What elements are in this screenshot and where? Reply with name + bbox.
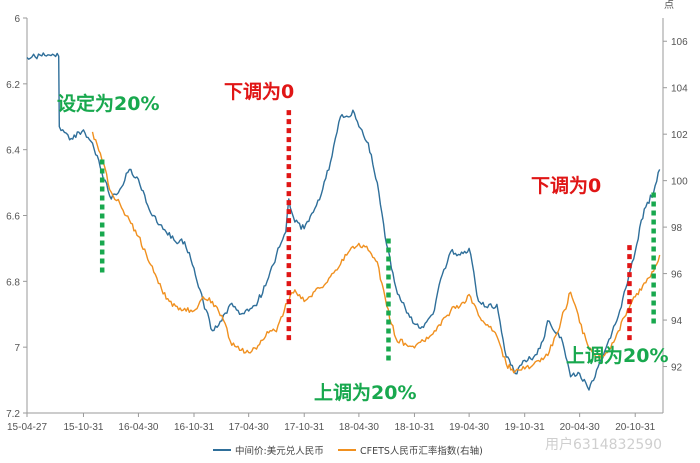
- x-tick-label: 16-04-30: [118, 422, 158, 433]
- x-tick-label: 20-04-30: [560, 422, 600, 433]
- left-tick-label: 7.2: [6, 409, 20, 420]
- right-tick-label: 98: [671, 223, 683, 234]
- annotation-cut-0-first: 下调为0: [224, 80, 294, 103]
- annotations: 设定为20% 下调为0 上调为20% 下调为0 上调为20%: [57, 80, 668, 404]
- x-tick-label: 15-10-31: [63, 422, 103, 433]
- right-tick-label: 106: [671, 37, 688, 48]
- right-tick-label: 100: [671, 177, 688, 188]
- series-layer: [26, 52, 661, 391]
- annotation-set-20: 设定为20%: [57, 92, 159, 115]
- x-tick-label: 17-10-31: [284, 422, 324, 433]
- left-tick-label: 6.4: [6, 146, 20, 157]
- left-tick-label: 6.2: [6, 80, 20, 91]
- x-tick-label: 18-04-30: [339, 422, 379, 433]
- x-tick-label: 20-10-31: [615, 422, 655, 433]
- x-tick-label: 19-04-30: [449, 422, 489, 433]
- right-tick-label: 96: [671, 270, 683, 281]
- right-axis-unit: 点: [664, 0, 674, 11]
- left-tick-label: 7: [14, 343, 20, 354]
- x-tick-label: 17-04-30: [229, 422, 269, 433]
- legend: 中间价:美元兑人民币 CFETS人民币汇率指数(右轴): [213, 445, 483, 457]
- right-axis: 点 106 104 102 100 98 96 94 92: [662, 0, 688, 413]
- left-tick-label: 6.8: [6, 277, 20, 288]
- x-tick-label: 16-10-31: [174, 422, 214, 433]
- x-tick-label: 18-10-31: [394, 422, 434, 433]
- right-tick-label: 94: [671, 316, 683, 327]
- right-tick-label: 102: [671, 130, 688, 141]
- x-axis: 15-04-27 15-10-31 16-04-30 16-10-31 17-04-30…: [7, 412, 663, 433]
- policy-markers: [99, 110, 656, 364]
- legend-label-cfets: CFETS人民币汇率指数(右轴): [360, 445, 483, 457]
- watermark: 用户6314832590: [545, 436, 662, 453]
- x-tick-label: 19-10-31: [505, 422, 545, 433]
- left-tick-label: 6: [14, 14, 20, 25]
- left-tick-label: 6.6: [6, 212, 20, 223]
- right-tick-label: 104: [671, 84, 688, 95]
- series-line-usdcny: [26, 52, 661, 391]
- series-line-cfets: [91, 131, 661, 374]
- annotation-raise-20-second: 上调为20%: [566, 344, 668, 367]
- x-tick-label: 15-04-27: [7, 422, 47, 433]
- annotation-cut-0-second: 下调为0: [531, 174, 601, 197]
- annotation-raise-20-first: 上调为20%: [314, 381, 416, 404]
- right-tick-label: 92: [671, 363, 683, 374]
- left-axis: 6 6.2 6.4 6.6 6.8 7 7.2: [6, 14, 28, 420]
- legend-label-usdcny: 中间价:美元兑人民币: [235, 445, 324, 457]
